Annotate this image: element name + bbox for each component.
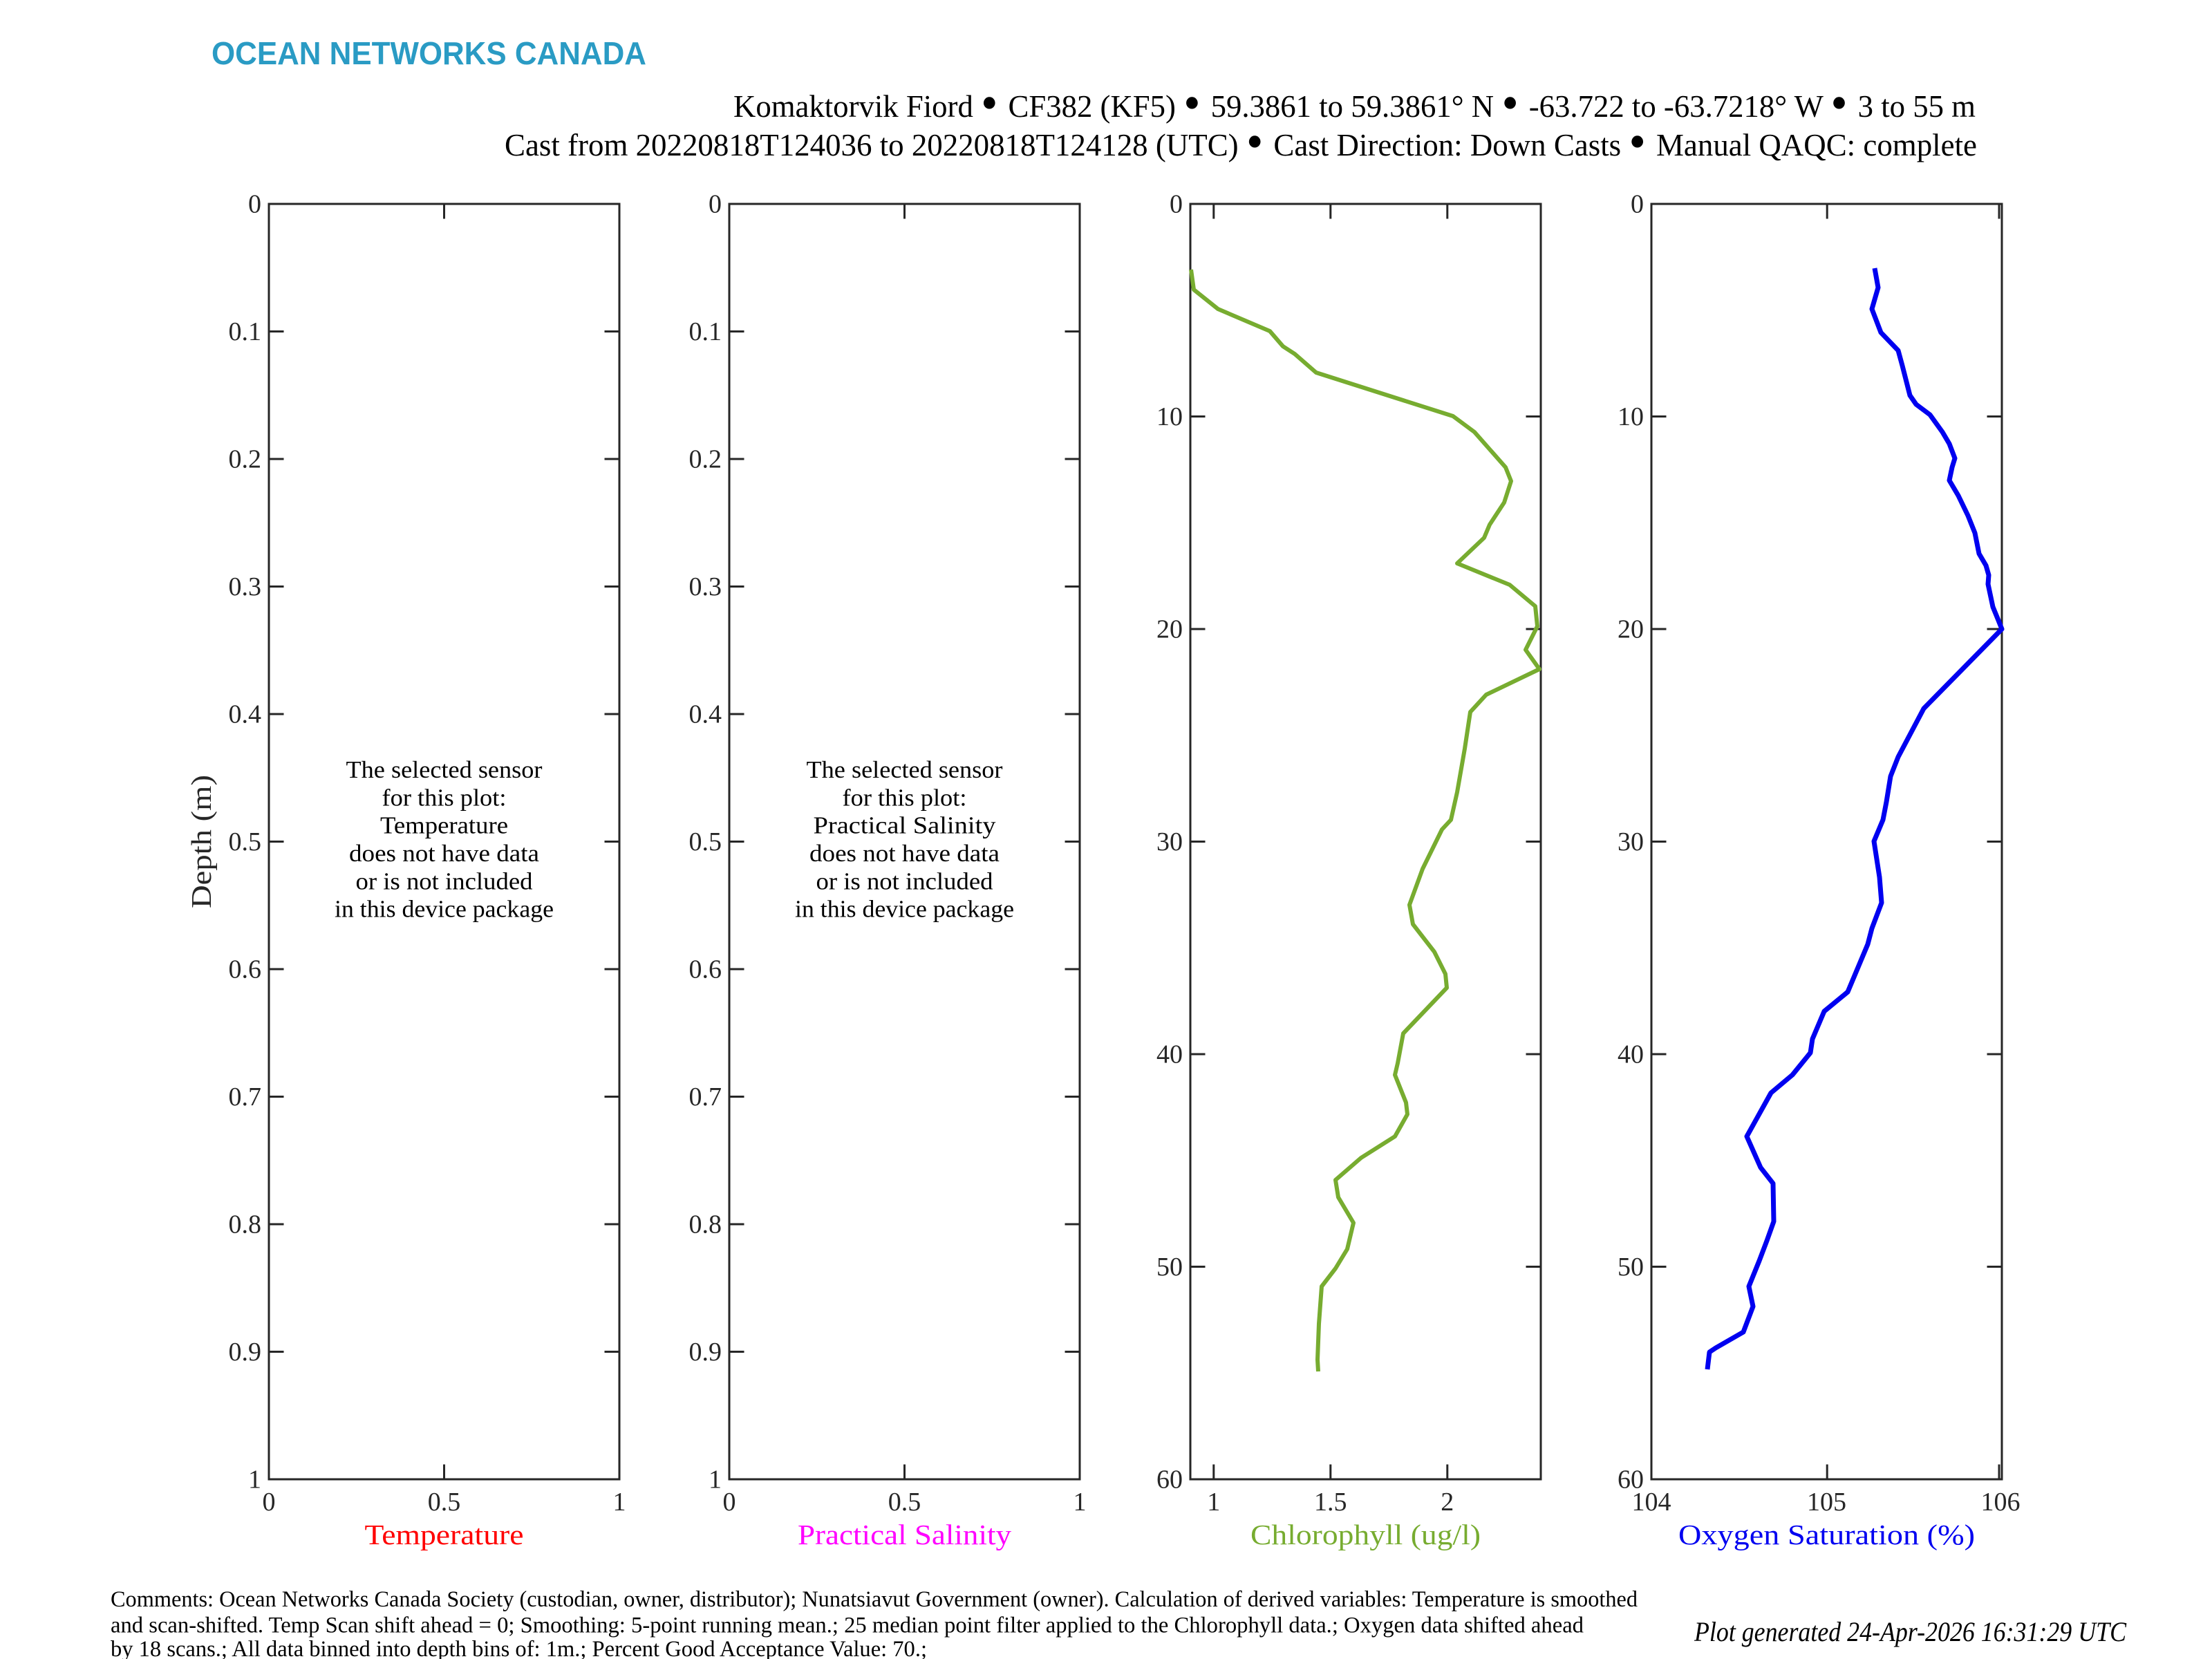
svg-text:0.3: 0.3 bbox=[229, 572, 262, 601]
svg-text:0.5: 0.5 bbox=[428, 1488, 461, 1517]
svg-text:60: 60 bbox=[1618, 1465, 1644, 1494]
svg-text:Comments: Ocean Networks Cana: Comments: Ocean Networks Canada Society … bbox=[111, 1587, 1638, 1612]
svg-text:Practical Salinity: Practical Salinity bbox=[798, 1519, 1012, 1550]
svg-text:40: 40 bbox=[1156, 1040, 1183, 1069]
svg-text:1.5: 1.5 bbox=[1314, 1488, 1347, 1517]
svg-text:1: 1 bbox=[613, 1488, 626, 1517]
svg-text:30: 30 bbox=[1156, 827, 1183, 856]
svg-text:0.3: 0.3 bbox=[689, 572, 722, 601]
svg-text:Oxygen Saturation (%): Oxygen Saturation (%) bbox=[1678, 1519, 1975, 1550]
svg-text:Chlorophyll (ug/l): Chlorophyll (ug/l) bbox=[1250, 1519, 1481, 1550]
svg-text:or is not included: or is not included bbox=[816, 868, 994, 894]
svg-text:106: 106 bbox=[1981, 1488, 2021, 1517]
svg-text:0: 0 bbox=[248, 190, 261, 219]
svg-text:does not have data: does not have data bbox=[809, 840, 1000, 867]
svg-text:does not have data: does not have data bbox=[349, 840, 539, 867]
svg-text:and scan-shifted. Temp Scan s: and scan-shifted. Temp Scan shift ahead … bbox=[111, 1613, 1584, 1638]
svg-text:for this plot:: for this plot: bbox=[843, 784, 967, 811]
svg-text:0: 0 bbox=[1170, 190, 1183, 219]
svg-text:104: 104 bbox=[1632, 1488, 1671, 1517]
svg-text:Plot generated 24-Apr-2026 16:: Plot generated 24-Apr-2026 16:31:29 UTC bbox=[1694, 1616, 2127, 1647]
svg-text:105: 105 bbox=[1807, 1488, 1846, 1517]
svg-text:0.7: 0.7 bbox=[229, 1082, 262, 1112]
svg-text:0.1: 0.1 bbox=[689, 317, 722, 346]
svg-text:0.9: 0.9 bbox=[689, 1338, 722, 1367]
svg-text:0: 0 bbox=[723, 1488, 736, 1517]
svg-text:10: 10 bbox=[1618, 402, 1644, 431]
svg-text:0.8: 0.8 bbox=[229, 1210, 262, 1239]
svg-text:30: 30 bbox=[1618, 827, 1644, 856]
svg-text:in this device package: in this device package bbox=[795, 896, 1014, 923]
svg-text:0.4: 0.4 bbox=[229, 700, 262, 729]
svg-text:10: 10 bbox=[1156, 402, 1183, 431]
svg-text:0.2: 0.2 bbox=[229, 445, 262, 474]
svg-text:or is not included: or is not included bbox=[356, 868, 534, 894]
svg-text:0.5: 0.5 bbox=[888, 1488, 921, 1517]
svg-text:1: 1 bbox=[1207, 1488, 1220, 1517]
svg-text:50: 50 bbox=[1618, 1253, 1644, 1282]
svg-text:0.1: 0.1 bbox=[229, 317, 262, 346]
svg-text:50: 50 bbox=[1156, 1253, 1183, 1282]
svg-text:60: 60 bbox=[1156, 1465, 1183, 1494]
svg-text:Practical Salinity: Practical Salinity bbox=[814, 812, 997, 839]
svg-text:0.9: 0.9 bbox=[229, 1338, 262, 1367]
svg-text:Temperature: Temperature bbox=[365, 1519, 524, 1550]
svg-text:0.2: 0.2 bbox=[689, 445, 722, 474]
svg-text:in this device package: in this device package bbox=[335, 896, 554, 923]
svg-text:0.6: 0.6 bbox=[689, 955, 722, 984]
svg-text:for this plot:: for this plot: bbox=[382, 784, 507, 811]
svg-text:0.8: 0.8 bbox=[689, 1210, 722, 1239]
svg-text:Temperature: Temperature bbox=[380, 812, 508, 839]
svg-text:0.5: 0.5 bbox=[229, 827, 262, 856]
svg-text:0: 0 bbox=[709, 190, 722, 219]
svg-text:20: 20 bbox=[1618, 615, 1644, 644]
svg-text:by 18 scans.; All data binned: by 18 scans.; All data binned into depth… bbox=[111, 1637, 927, 1659]
svg-text:0.4: 0.4 bbox=[689, 700, 722, 729]
svg-text:1: 1 bbox=[248, 1465, 261, 1494]
svg-text:0.5: 0.5 bbox=[689, 827, 722, 856]
svg-text:1: 1 bbox=[709, 1465, 722, 1494]
svg-text:20: 20 bbox=[1156, 615, 1183, 644]
svg-text:The selected sensor: The selected sensor bbox=[346, 756, 543, 783]
svg-text:1: 1 bbox=[1074, 1488, 1087, 1517]
svg-text:40: 40 bbox=[1618, 1040, 1644, 1069]
svg-text:The selected sensor: The selected sensor bbox=[807, 756, 1003, 783]
svg-text:OCEAN NETWORKS CANADA: OCEAN NETWORKS CANADA bbox=[212, 35, 646, 71]
svg-text:0: 0 bbox=[263, 1488, 276, 1517]
svg-text:Depth (m): Depth (m) bbox=[185, 775, 217, 908]
svg-text:0.6: 0.6 bbox=[229, 955, 262, 984]
svg-text:2: 2 bbox=[1441, 1488, 1454, 1517]
svg-text:0.7: 0.7 bbox=[689, 1082, 722, 1112]
svg-text:0: 0 bbox=[1631, 190, 1644, 219]
